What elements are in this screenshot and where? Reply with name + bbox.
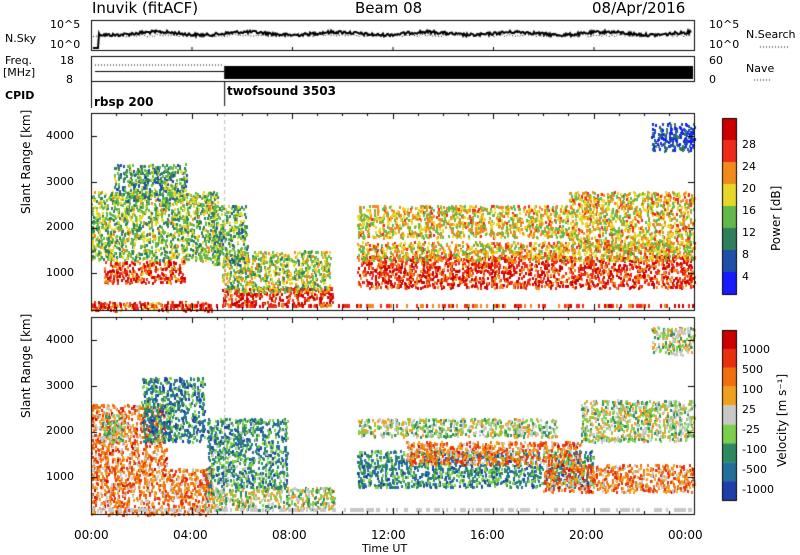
power-cb-tick-8: 8: [742, 248, 749, 261]
xtick-1: 04:00: [173, 528, 208, 542]
nave-tick-low: 0: [709, 73, 716, 86]
velocity-ytick-1000: 1000: [46, 470, 74, 483]
nsearch-label: N.Search: [746, 28, 796, 41]
nsearch-tick-high: 10^5: [709, 18, 740, 31]
power-cb-tick-16: 16: [742, 204, 756, 217]
beam-title: Beam 08: [355, 0, 423, 17]
xtick-3: 12:00: [371, 528, 406, 542]
power-cb-tick-12: 12: [742, 226, 756, 239]
xtick-0: 00:00: [74, 528, 109, 542]
power-cb-tick-4: 4: [742, 270, 749, 283]
nave-label: Nave: [746, 62, 775, 75]
xtick-6: 00:00: [668, 528, 703, 542]
power-cb-tick-28: 28: [742, 138, 756, 151]
x-axis-label: Time UT: [362, 542, 408, 555]
power-cb-tick-24: 24: [742, 160, 756, 173]
velocity-ylabel: Slant Range [km]: [19, 313, 33, 418]
freq-unit-label: [MHz]: [3, 66, 36, 79]
vel-cb-tick-1000: 1000: [742, 343, 770, 356]
vel-cb-tick-m1000: -1000: [742, 483, 774, 496]
nave-tick-high: 60: [709, 54, 723, 67]
velocity-cb-label: Velocity [m s⁻¹]: [775, 373, 789, 467]
power-cb-label: Power [dB]: [769, 185, 783, 251]
freq-tick-low: 8: [66, 73, 73, 86]
velocity-ytick-2000: 2000: [46, 424, 74, 437]
cpid-mode-2: twofsound 3503: [227, 84, 336, 98]
vel-cb-tick-m500: -500: [742, 463, 767, 476]
xtick-4: 16:00: [470, 528, 505, 542]
xtick-5: 20:00: [569, 528, 604, 542]
vel-cb-tick-500: 500: [742, 363, 763, 376]
nsky-tick-low: 10^0: [50, 38, 81, 51]
power-ytick-4000: 4000: [46, 129, 74, 142]
freq-tick-high: 18: [60, 54, 74, 67]
station-title: Inuvik (fitACF): [92, 0, 199, 17]
velocity-ytick-4000: 4000: [46, 333, 74, 346]
nsky-tick-high: 10^5: [50, 18, 81, 31]
vel-cb-tick-m25: -25: [742, 423, 760, 436]
freq-label: Freq.: [5, 54, 33, 67]
nsky-label: N.Sky: [5, 32, 37, 45]
vel-cb-tick-m100: -100: [742, 443, 767, 456]
power-ytick-3000: 3000: [46, 175, 74, 188]
cpid-label: CPID: [5, 89, 35, 102]
power-ylabel: Slant Range [km]: [19, 109, 33, 214]
power-ytick-1000: 1000: [46, 266, 74, 279]
nsearch-tick-low: 10^0: [709, 38, 740, 51]
xtick-2: 08:00: [272, 528, 307, 542]
vel-cb-tick-25: 25: [742, 403, 756, 416]
vel-cb-tick-100: 100: [742, 383, 763, 396]
power-cb-tick-20: 20: [742, 182, 756, 195]
power-ytick-2000: 2000: [46, 220, 74, 233]
date-title: 08/Apr/2016: [592, 0, 686, 17]
cpid-mode-1: rbsp 200: [94, 95, 154, 109]
velocity-ytick-3000: 3000: [46, 379, 74, 392]
